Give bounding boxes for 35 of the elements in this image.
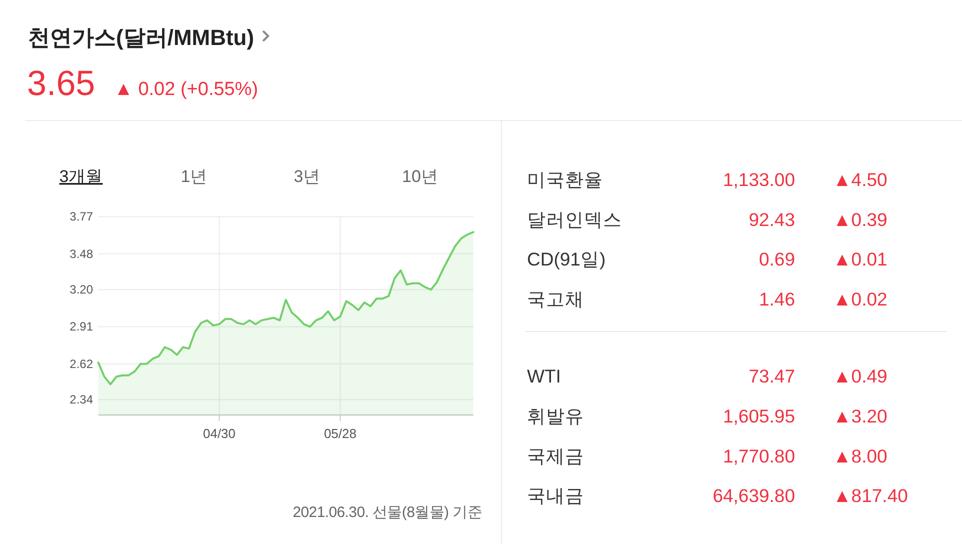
row-change: ▲8.00 bbox=[833, 445, 888, 466]
ytick: 3.77 bbox=[70, 210, 93, 224]
row-name: WTI bbox=[527, 366, 561, 387]
note: 2021.06.30. 선물(8월물) 기준 bbox=[292, 504, 482, 521]
row-change: ▲0.01 bbox=[833, 248, 888, 270]
row-name: 달러인덱스 bbox=[527, 208, 622, 230]
row-change: ▲0.39 bbox=[833, 208, 888, 230]
row-change: ▲0.02 bbox=[833, 288, 888, 310]
subtitle: 3.65 bbox=[27, 64, 96, 103]
ytick: 2.34 bbox=[70, 392, 93, 407]
row-change: ▲817.40 bbox=[833, 485, 908, 506]
row-value: 64,639.80 bbox=[712, 485, 795, 506]
row-value: 92.43 bbox=[748, 208, 795, 230]
xtick: 05/28 bbox=[324, 426, 356, 441]
row-name: 미국환율 bbox=[527, 169, 603, 190]
xtick: 04/30 bbox=[203, 426, 236, 441]
row-name: 국고채 bbox=[527, 288, 584, 310]
ytick: 3.48 bbox=[70, 246, 93, 261]
ytick: 2.91 bbox=[70, 320, 93, 334]
row-name: 휘발유 bbox=[527, 406, 584, 426]
row-change: ▲3.20 bbox=[833, 406, 888, 426]
row-name: 국내금 bbox=[527, 485, 584, 506]
ytick: 2.62 bbox=[70, 356, 93, 371]
row-value: 1.46 bbox=[758, 288, 795, 310]
row-change: ▲0.49 bbox=[833, 366, 888, 387]
row-value: 0.69 bbox=[758, 248, 795, 270]
ytick: 3.20 bbox=[70, 282, 93, 297]
title: 천연가스(달러/MMBtu) bbox=[28, 25, 254, 50]
row-change: ▲4.50 bbox=[833, 169, 888, 190]
row-value: 1,133.00 bbox=[722, 169, 795, 190]
row-name: 국제금 bbox=[527, 445, 584, 466]
row-value: 1,605.95 bbox=[722, 406, 795, 426]
row-value: 73.47 bbox=[748, 366, 795, 387]
row-value: 1,770.80 bbox=[722, 445, 795, 466]
row-name: CD(91일) bbox=[527, 248, 606, 270]
